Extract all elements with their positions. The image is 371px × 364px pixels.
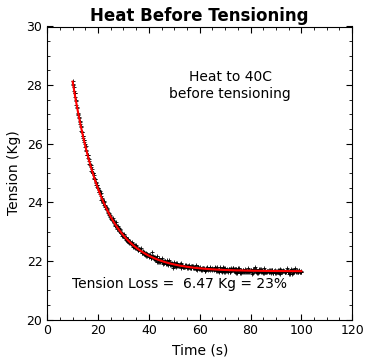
Text: Heat to 40C
before tensioning: Heat to 40C before tensioning <box>169 71 291 101</box>
Y-axis label: Tension (Kg): Tension (Kg) <box>7 131 21 215</box>
Title: Heat Before Tensioning: Heat Before Tensioning <box>91 7 309 25</box>
Text: Tension Loss =  6.47 Kg = 23%: Tension Loss = 6.47 Kg = 23% <box>72 277 287 292</box>
X-axis label: Time (s): Time (s) <box>171 343 228 357</box>
